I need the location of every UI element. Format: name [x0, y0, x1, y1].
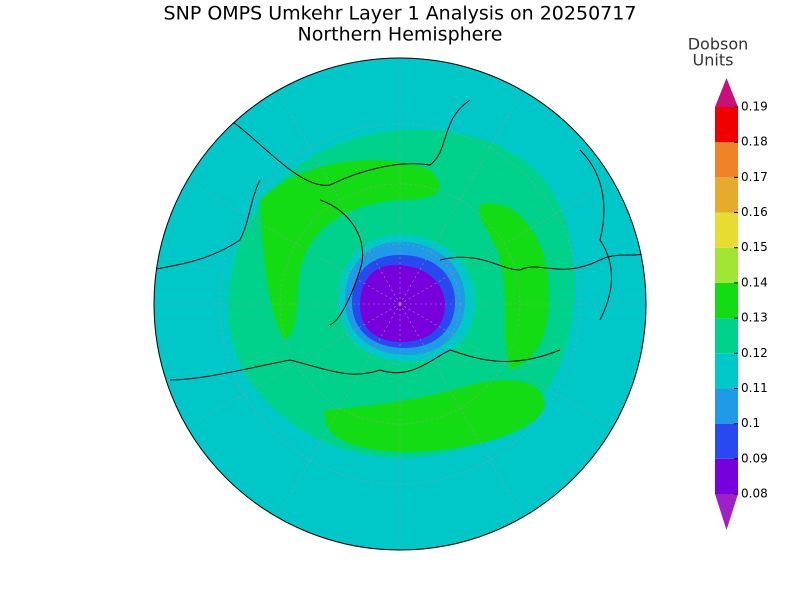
map — [154, 58, 646, 550]
colorbar-segment — [715, 247, 738, 283]
colorbar-segment — [715, 107, 738, 143]
colorbar-segment — [715, 282, 738, 319]
colorbar-high — [715, 78, 738, 107]
colorbar-segment — [715, 458, 738, 494]
colorbar-segment — [715, 388, 738, 424]
colorbar-tick-label: 0.12 — [741, 346, 768, 360]
ozone-contour — [324, 380, 545, 452]
meridian — [399, 180, 614, 305]
parallel — [219, 123, 581, 485]
colorbar-tick-label: 0.15 — [741, 240, 768, 254]
colorbar-label: Units — [693, 51, 734, 70]
parallel — [279, 183, 521, 425]
ozone-contour — [360, 265, 445, 342]
colorbar-tick-label: 0.08 — [741, 487, 768, 501]
ozone-contour — [479, 203, 549, 370]
map-title: SNP OMPS Umkehr Layer 1 Analysis on 2025… — [164, 3, 637, 25]
colorbar-tick-label: 0.18 — [741, 135, 768, 149]
colorbar-tick-label: 0.19 — [741, 100, 768, 114]
map-border — [153, 57, 647, 551]
parallel — [339, 243, 461, 365]
meridian — [399, 90, 524, 305]
colorbar-segment — [715, 353, 738, 389]
coastline — [229, 99, 471, 186]
colorbar-segment — [715, 212, 738, 248]
map-subtitle: Northern Hemisphere — [298, 24, 503, 46]
coastline — [154, 179, 261, 271]
colorbar-segment — [715, 423, 738, 459]
coastline — [579, 149, 613, 321]
meridian — [186, 303, 401, 428]
coastline — [439, 249, 646, 271]
colorbar-segment — [715, 318, 738, 354]
coastline — [319, 199, 364, 326]
meridian — [399, 303, 524, 518]
colorbar-tick-label: 0.11 — [741, 381, 768, 395]
colorbar-label: Dobson — [688, 35, 749, 54]
colorbar-low — [715, 494, 738, 530]
meridian — [186, 180, 401, 305]
colorbar-segment — [715, 142, 738, 178]
meridian — [276, 303, 401, 518]
meridian — [399, 303, 614, 428]
colorbar-tick-label: 0.1 — [741, 416, 760, 430]
meridian — [276, 90, 401, 305]
colorbar-segment — [715, 177, 738, 213]
colorbar-tick-label: 0.09 — [741, 451, 768, 465]
colorbar-tick-label: 0.14 — [741, 275, 768, 289]
colorbar-tick-label: 0.16 — [741, 205, 768, 219]
colorbar-tick-label: 0.17 — [741, 170, 768, 184]
colorbar-tick-label: 0.13 — [741, 311, 768, 325]
ozone-contour — [260, 160, 440, 340]
coastline — [169, 349, 561, 381]
